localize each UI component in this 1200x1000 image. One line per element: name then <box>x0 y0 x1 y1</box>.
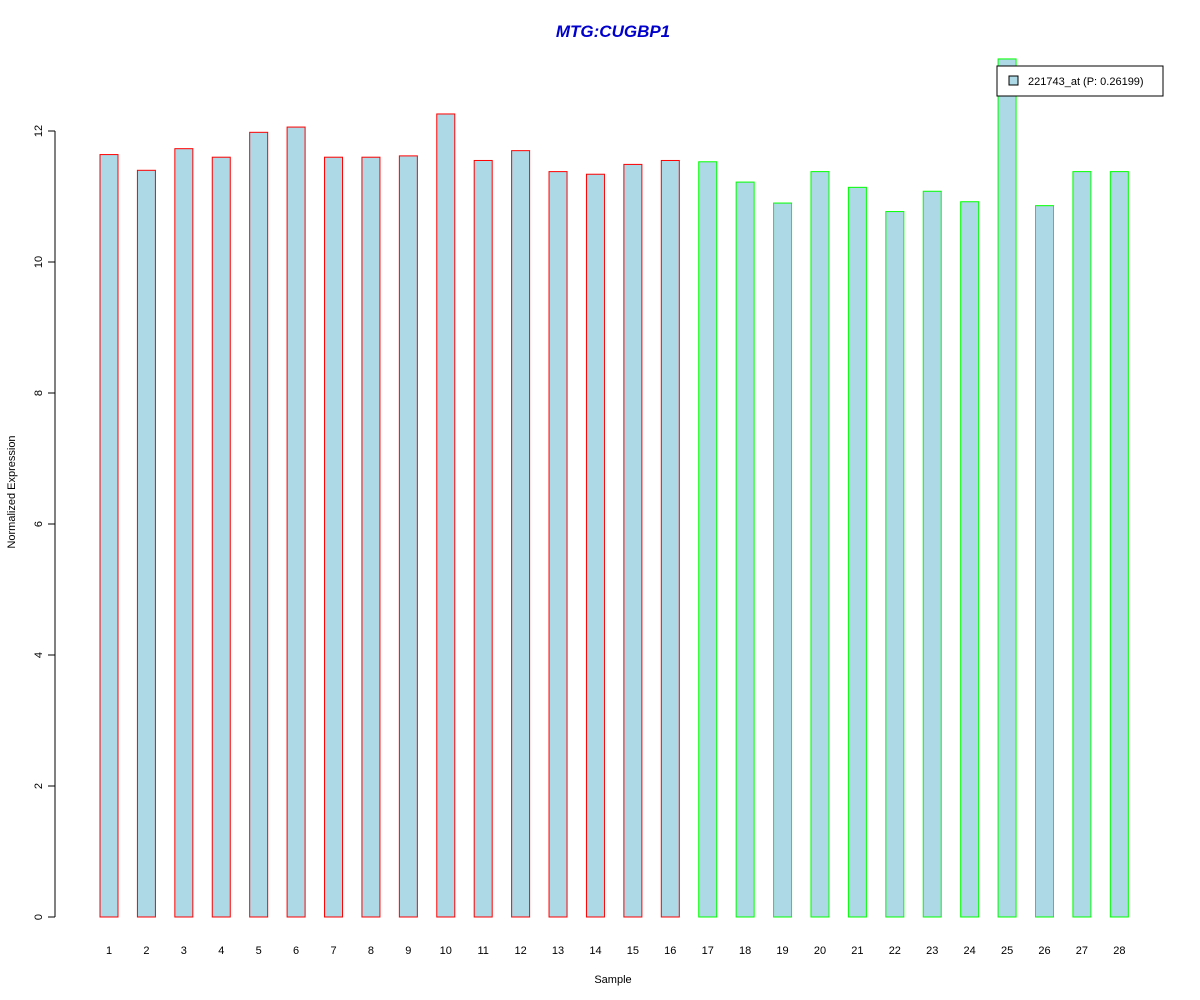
bar-sample-23 <box>922 190 942 918</box>
y-tick-label: 6 <box>33 521 45 527</box>
x-tick-label: 18 <box>739 945 751 957</box>
bar-sample-22 <box>885 211 905 918</box>
x-tick-label: 5 <box>256 945 262 957</box>
bar-sample-28 <box>1109 171 1129 918</box>
x-tick-labels: 1 2 3 4 5 6 7 8 9 10 11 12 13 14 15 16 17 18 19 20 21 22 23 24 2… <box>106 945 1126 957</box>
chart-title: MTG:CUGBP1 <box>556 22 670 41</box>
bar-sample-14 <box>585 173 605 918</box>
x-tick-label: 3 <box>181 945 187 957</box>
x-tick-label: 7 <box>330 945 336 957</box>
y-tick-label: 12 <box>33 125 45 137</box>
x-tick-label: 24 <box>964 945 976 957</box>
legend: 221743_at (P: 0.26199) <box>996 65 1164 97</box>
x-tick-label: 4 <box>218 945 224 957</box>
y-axis: 0 2 4 6 8 10 12 <box>33 125 56 920</box>
legend-label: 221743_at (P: 0.26199) <box>1028 76 1144 88</box>
x-tick-label: 1 <box>106 945 112 957</box>
bar-sample-26 <box>1035 205 1054 918</box>
x-tick-label: 21 <box>851 945 863 957</box>
y-axis-label: Normalized Expression <box>6 435 18 548</box>
x-tick-label: 13 <box>552 945 564 957</box>
bar-sample-8 <box>361 156 381 918</box>
x-tick-label: 26 <box>1038 945 1050 957</box>
bar-sample-15 <box>623 163 643 918</box>
bar-sample-3 <box>174 148 194 918</box>
x-tick-label: 20 <box>814 945 826 957</box>
y-tick-label: 8 <box>33 390 45 396</box>
bar-sample-7 <box>324 156 344 918</box>
bar-sample-25 <box>997 58 1017 918</box>
bar-sample-17 <box>698 161 718 918</box>
legend-box <box>996 65 1164 97</box>
bar-sample-18 <box>735 181 755 918</box>
y-tick-label: 0 <box>33 914 45 920</box>
bar-sample-27 <box>1072 171 1092 918</box>
bar-sample-10 <box>436 113 456 918</box>
x-tick-label: 22 <box>889 945 901 957</box>
x-tick-label: 25 <box>1001 945 1013 957</box>
x-tick-label: 19 <box>776 945 788 957</box>
legend-swatch <box>1008 75 1019 86</box>
bar-sample-21 <box>847 186 867 918</box>
x-tick-label: 12 <box>514 945 526 957</box>
x-tick-label: 27 <box>1076 945 1088 957</box>
bar-sample-12 <box>511 150 531 918</box>
x-tick-label: 17 <box>702 945 714 957</box>
x-tick-label: 11 <box>477 945 488 957</box>
x-tick-label: 6 <box>293 945 299 957</box>
x-tick-label: 23 <box>926 945 938 957</box>
bar-sample-5 <box>249 131 269 918</box>
bar-sample-20 <box>810 171 830 918</box>
bar-sample-2 <box>136 169 156 918</box>
bar-sample-9 <box>398 155 418 918</box>
bar-sample-1 <box>99 154 119 918</box>
bars <box>99 58 1129 918</box>
x-tick-label: 9 <box>405 945 411 957</box>
x-axis-label: Sample <box>594 974 631 986</box>
bar-sample-6 <box>286 126 306 918</box>
bar-sample-13 <box>548 171 568 918</box>
x-tick-label: 15 <box>627 945 639 957</box>
y-tick-label: 10 <box>33 256 45 268</box>
bar-sample-11 <box>473 159 493 918</box>
y-tick-label: 2 <box>33 783 45 789</box>
x-tick-label: 8 <box>368 945 374 957</box>
x-tick-label: 16 <box>664 945 676 957</box>
x-tick-label: 10 <box>440 945 452 957</box>
x-tick-label: 2 <box>143 945 149 957</box>
bar-sample-4 <box>211 156 231 918</box>
y-tick-label: 4 <box>33 652 45 658</box>
x-tick-label: 28 <box>1113 945 1125 957</box>
x-tick-label: 14 <box>589 945 601 957</box>
bar-sample-24 <box>960 201 980 918</box>
bar-sample-19 <box>773 202 793 918</box>
bar-sample-16 <box>660 159 680 918</box>
